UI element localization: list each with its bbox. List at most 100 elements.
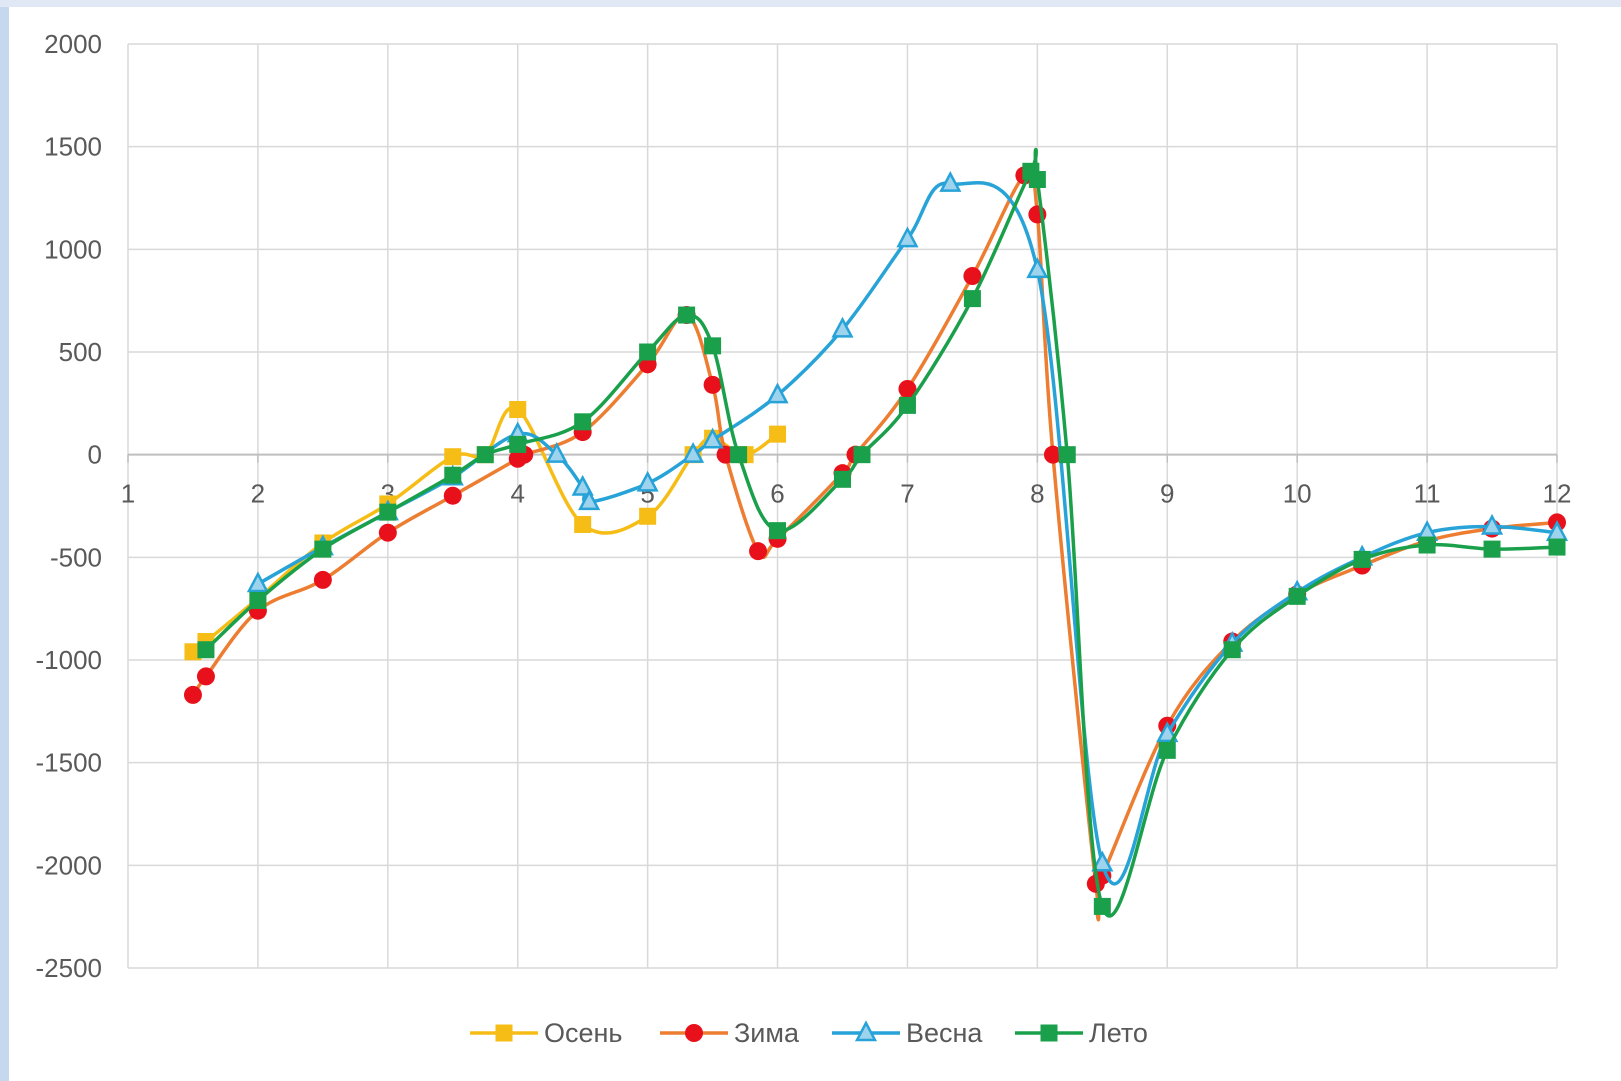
data-point	[703, 375, 722, 394]
y-tick-label: 0	[88, 440, 102, 470]
axes: 2000 1500 1000 500 0 -500 -1000 -1500 -2000 -2500…	[36, 29, 1572, 983]
x-tick-label: 12	[1543, 479, 1572, 509]
x-tick-label: 1	[121, 479, 135, 509]
data-point	[1156, 721, 1179, 743]
gridlines	[127, 43, 1558, 969]
data-point	[246, 571, 269, 593]
y-tick-label: 500	[59, 337, 102, 367]
legend-marker	[854, 1020, 878, 1042]
y-tick-label: -2000	[36, 850, 103, 880]
data-point	[1058, 446, 1076, 464]
data-point	[509, 400, 527, 418]
data-point	[545, 441, 568, 463]
series-line	[191, 405, 779, 654]
x-tick-label: 9	[1160, 479, 1174, 509]
data-point	[314, 540, 332, 558]
data-point	[853, 446, 871, 464]
window-top-edge	[0, 0, 1621, 7]
window-left-edge	[0, 0, 9, 1081]
data-point	[1483, 540, 1501, 558]
legend-marker	[495, 1024, 513, 1042]
data-point	[578, 489, 601, 511]
data-point	[701, 427, 724, 449]
data-point	[1353, 550, 1371, 568]
series-line	[204, 148, 1558, 918]
legend-marker	[685, 1024, 703, 1042]
x-tick-label: 4	[510, 479, 524, 509]
data-point	[1418, 536, 1436, 554]
y-tick-label: -2500	[36, 953, 103, 983]
series	[183, 148, 1569, 922]
data-point	[1026, 257, 1049, 279]
series-1	[184, 400, 787, 661]
data-point	[704, 337, 722, 355]
series-line	[257, 180, 1558, 886]
legend-item: Осень	[470, 1018, 623, 1048]
data-point	[831, 316, 854, 338]
data-point	[1480, 513, 1504, 535]
data-point	[898, 396, 916, 414]
series-line	[191, 168, 1558, 922]
data-point	[249, 591, 267, 609]
y-tick-label: -1500	[36, 748, 103, 778]
data-point	[1158, 741, 1176, 759]
data-point	[378, 523, 397, 542]
data-point	[898, 379, 917, 398]
data-point	[1093, 897, 1111, 915]
x-tick-label: 6	[770, 479, 784, 509]
y-tick-label: -1000	[36, 645, 103, 675]
legend-item: Зима	[660, 1018, 800, 1048]
legend-item: Весна	[832, 1018, 983, 1048]
legend-label: Лето	[1089, 1018, 1148, 1048]
data-point	[939, 170, 962, 192]
y-tick-label: 2000	[44, 29, 102, 59]
y-tick-label: 1000	[44, 234, 102, 264]
data-point	[183, 685, 202, 704]
data-point	[1091, 850, 1114, 872]
data-point	[963, 267, 982, 286]
data-point	[444, 448, 462, 466]
data-point	[571, 474, 594, 496]
data-point	[379, 503, 397, 521]
data-point	[196, 667, 215, 686]
data-point	[766, 382, 789, 404]
x-tick-label: 11	[1414, 479, 1441, 509]
y-tick-label: 1500	[44, 132, 102, 162]
x-tick-label: 8	[1030, 479, 1044, 509]
data-point	[509, 435, 527, 453]
data-point	[1043, 445, 1062, 464]
data-point	[574, 515, 592, 533]
data-point	[313, 570, 332, 589]
legend-marker	[1040, 1024, 1058, 1042]
data-point	[682, 441, 705, 463]
y-tick-label: -500	[50, 542, 102, 572]
data-point	[896, 226, 919, 248]
data-point	[749, 542, 768, 561]
x-tick-label: 7	[900, 479, 914, 509]
data-point	[730, 446, 748, 464]
data-point	[574, 413, 592, 431]
data-point	[184, 643, 202, 661]
x-tick-label: 10	[1283, 479, 1312, 509]
data-point	[963, 290, 981, 308]
data-point	[639, 507, 657, 525]
legend-label: Осень	[544, 1018, 623, 1048]
data-point	[1288, 587, 1306, 605]
data-point	[834, 470, 851, 488]
data-point	[443, 486, 462, 505]
data-point	[636, 470, 659, 492]
legend-label: Весна	[906, 1018, 983, 1048]
x-tick-label: 2	[251, 479, 265, 509]
legend-label: Зима	[734, 1018, 800, 1048]
data-point	[769, 425, 787, 443]
data-point	[1028, 171, 1046, 189]
legend: Осень Зима Весна Лето	[470, 1018, 1148, 1048]
data-point	[444, 466, 462, 484]
data-point	[769, 522, 787, 540]
data-point	[1223, 641, 1241, 659]
series-2	[183, 166, 1566, 922]
data-point	[197, 641, 215, 659]
data-point	[1548, 538, 1566, 556]
